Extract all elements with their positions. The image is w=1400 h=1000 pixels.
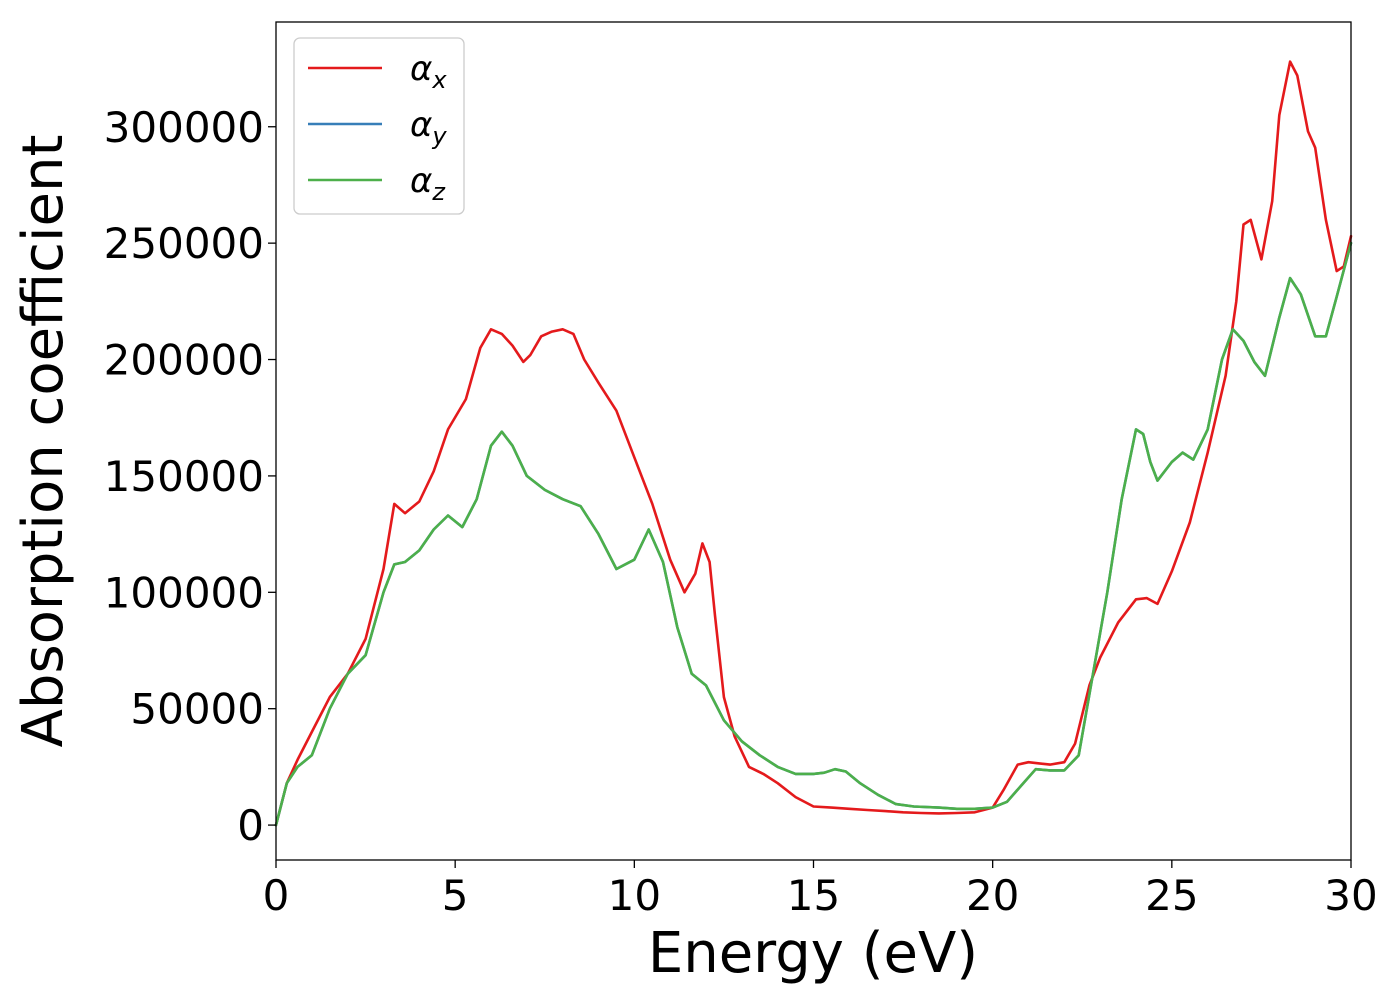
legend-label-z: αz (410, 161, 446, 206)
x-tick-label: 15 (787, 871, 840, 920)
y-tick-label: 50000 (130, 685, 264, 734)
y-tick-label: 0 (237, 801, 264, 850)
series-line-z (274, 241, 1353, 827)
y-tick-label: 100000 (104, 568, 264, 617)
x-tick-label: 30 (1324, 871, 1377, 920)
y-tick-label: 150000 (104, 452, 264, 501)
x-tick-label: 20 (966, 871, 1019, 920)
y-tick-label: 300000 (104, 103, 264, 152)
series-layer (274, 60, 1353, 827)
y-axis-ticks: 0 50000 100000 150000 200000 250000 300000 (104, 103, 276, 850)
x-tick-label: 5 (442, 871, 469, 920)
legend-label-y: αy (410, 105, 447, 150)
x-axis-title: Energy (eV) (648, 921, 978, 986)
x-axis-ticks: 0 5 10 15 20 25 30 (263, 860, 1378, 920)
y-tick-label: 200000 (104, 336, 264, 385)
legend-box (293, 37, 465, 215)
x-tick-label: 25 (1145, 871, 1198, 920)
x-tick-label: 0 (263, 871, 290, 920)
legend: αx αy αz (293, 37, 465, 215)
y-axis-title: Absorption coefficient (11, 135, 76, 748)
legend-label-x: αx (410, 49, 447, 94)
series-line-y (274, 241, 1353, 827)
series-line-x (274, 60, 1353, 827)
x-tick-label: 10 (608, 871, 661, 920)
y-tick-label: 250000 (104, 219, 264, 268)
